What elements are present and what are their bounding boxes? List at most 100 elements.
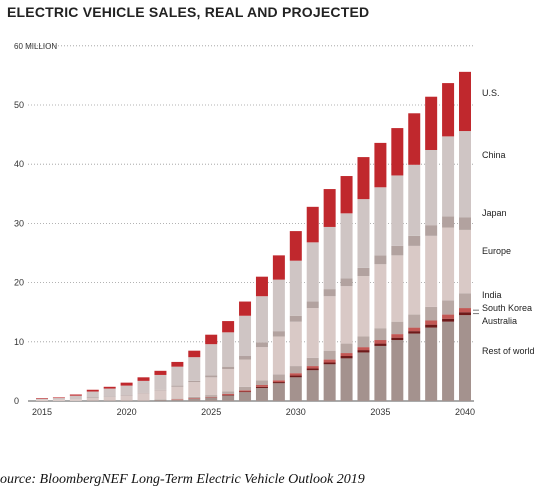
bar-segment [425, 324, 438, 328]
bar-segment [120, 400, 133, 402]
source-note: ource: BloombergNEF Long-Term Electric V… [0, 472, 365, 487]
bar-segment [188, 396, 201, 399]
bar-segment [239, 386, 252, 391]
bar-segment [442, 136, 455, 217]
bar-segment [459, 293, 471, 309]
bar-segment [86, 391, 99, 398]
bar-segment [289, 321, 302, 367]
bar-segment [222, 391, 235, 394]
bar-segment [272, 374, 285, 381]
bar-segment [391, 321, 404, 335]
bar-segment [391, 334, 404, 338]
bar-segment [36, 399, 48, 401]
legend-label: Australia [482, 316, 517, 326]
bar-segment [391, 255, 404, 322]
bar-segment [374, 264, 387, 329]
x-tick-label: 2030 [286, 407, 306, 417]
bar-stacks [36, 71, 471, 402]
bar-segment [171, 386, 184, 399]
bar-segment [239, 392, 252, 401]
bar-segment [459, 229, 471, 294]
bar-segment [171, 399, 184, 400]
bar-segment [323, 362, 336, 365]
bar-segment [340, 213, 353, 279]
legend-label: South Korea [482, 303, 532, 313]
bar-segment [222, 369, 235, 392]
bar-segment [289, 260, 302, 316]
bar-segment [120, 385, 133, 396]
bar-segment [52, 397, 65, 399]
bar-segment [188, 382, 201, 397]
bar-segment [272, 331, 285, 337]
bar-segment [340, 286, 353, 344]
bar-segment [120, 395, 133, 396]
bar-segment [408, 327, 421, 332]
bar-segment [306, 301, 319, 309]
bar-segment [188, 380, 201, 383]
bar-segment [340, 356, 353, 359]
bar-segment [255, 386, 268, 388]
legend-label: India [482, 290, 502, 300]
bar-segment [188, 350, 201, 358]
bar-segment [391, 175, 404, 246]
x-axis: 2015 2020 2025 2030 2035 2040 [32, 407, 475, 417]
bar-segment [306, 368, 319, 371]
y-tick-label: 50 [14, 100, 24, 110]
bar-segment [306, 370, 319, 401]
bar-segment [205, 395, 218, 397]
bar-segment [323, 359, 336, 363]
bar-segment [374, 345, 387, 401]
bar-segment [171, 361, 184, 367]
bar-segment [205, 396, 218, 398]
bar-segment [120, 395, 133, 401]
bar-segment [222, 395, 235, 396]
bar-segment [391, 245, 404, 256]
bar-segment [408, 333, 421, 401]
bar-segment [459, 312, 471, 316]
bar-segment [205, 377, 218, 396]
legend-label: China [482, 150, 506, 160]
legend-label: Rest of world [482, 346, 535, 356]
bar-segment [374, 343, 387, 346]
bar-segment [442, 300, 455, 315]
bar-segment [154, 389, 167, 391]
bar-segment [103, 386, 116, 389]
bar-segment [306, 366, 319, 369]
bar-segment [306, 357, 319, 367]
bar-segment [222, 366, 235, 370]
bar-segment [289, 231, 302, 261]
bar-segment [408, 235, 421, 246]
bar-segment [272, 382, 285, 384]
y-tick-label: 30 [14, 218, 24, 228]
bar-segment [391, 340, 404, 401]
bar-segment [188, 398, 201, 399]
bar-segment [442, 227, 455, 301]
y-axis: 0 10 20 30 40 50 60 MILLION [14, 42, 57, 406]
x-tick-label: 2035 [370, 407, 390, 417]
bar-segment [103, 400, 116, 402]
bar-segment [239, 390, 252, 392]
bar-segment [103, 388, 116, 397]
bar-segment [255, 380, 268, 386]
bar-segment [408, 164, 421, 236]
bar-segment [391, 337, 404, 341]
bar-segment [340, 343, 353, 354]
bar-segment [255, 347, 268, 381]
bar-segment [188, 357, 201, 381]
bar-segment [137, 377, 150, 381]
bar-segment [239, 356, 252, 360]
bar-segment [374, 340, 387, 344]
bar-segment [323, 350, 336, 360]
bar-segment [222, 395, 235, 401]
bar-segment [357, 276, 370, 337]
bar-segment [442, 321, 455, 401]
bar-segment [340, 278, 353, 287]
x-tick-label: 2015 [32, 407, 52, 417]
bar-segment [154, 399, 167, 400]
bar-segment [154, 370, 167, 375]
bar-segment [340, 353, 353, 357]
bar-segment [459, 71, 471, 132]
bar-segment [255, 276, 268, 297]
bar-segment [442, 314, 455, 319]
